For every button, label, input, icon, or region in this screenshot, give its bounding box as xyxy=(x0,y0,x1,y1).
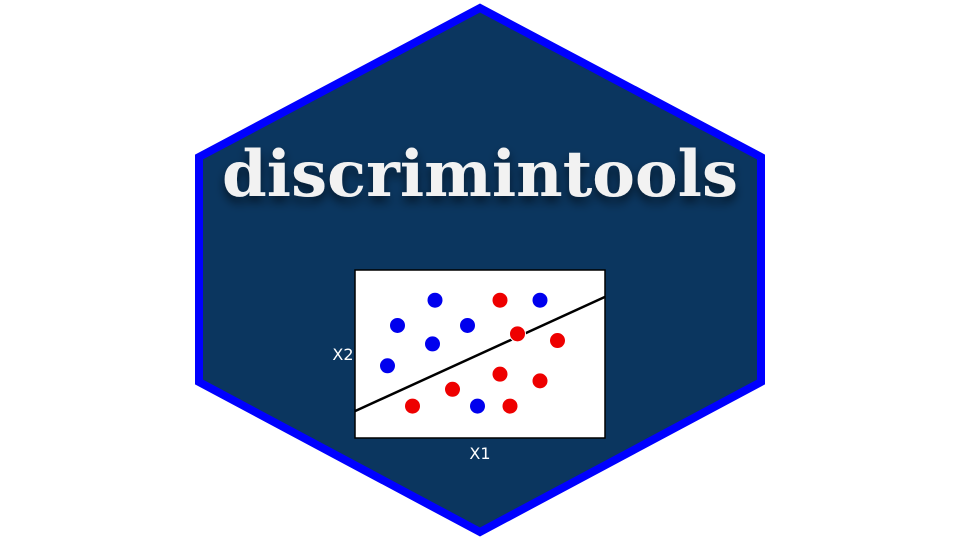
data-point-series-1-5 xyxy=(424,335,441,353)
data-point-series-2-7 xyxy=(404,397,421,415)
package-title: discrimintools xyxy=(222,137,738,212)
data-point-series-2-2 xyxy=(509,325,526,343)
data-point-series-1-7 xyxy=(469,397,486,415)
data-point-series-1-4 xyxy=(459,316,476,334)
data-point-series-2-3 xyxy=(549,332,566,350)
scatter-plot xyxy=(354,269,606,439)
decision-boundary-line xyxy=(354,295,606,413)
data-point-series-2-4 xyxy=(491,365,509,383)
data-point-series-2-8 xyxy=(501,397,519,415)
data-point-series-1-1 xyxy=(426,291,444,309)
data-point-series-1-3 xyxy=(389,316,406,334)
data-point-series-2-5 xyxy=(531,372,549,390)
x-axis-label: X1 xyxy=(469,444,490,463)
data-point-series-2-6 xyxy=(444,380,461,398)
data-point-series-1-6 xyxy=(379,357,396,375)
y-axis-label: X2 xyxy=(332,345,353,364)
data-point-series-2-1 xyxy=(491,291,509,309)
data-point-series-1-2 xyxy=(531,291,549,309)
